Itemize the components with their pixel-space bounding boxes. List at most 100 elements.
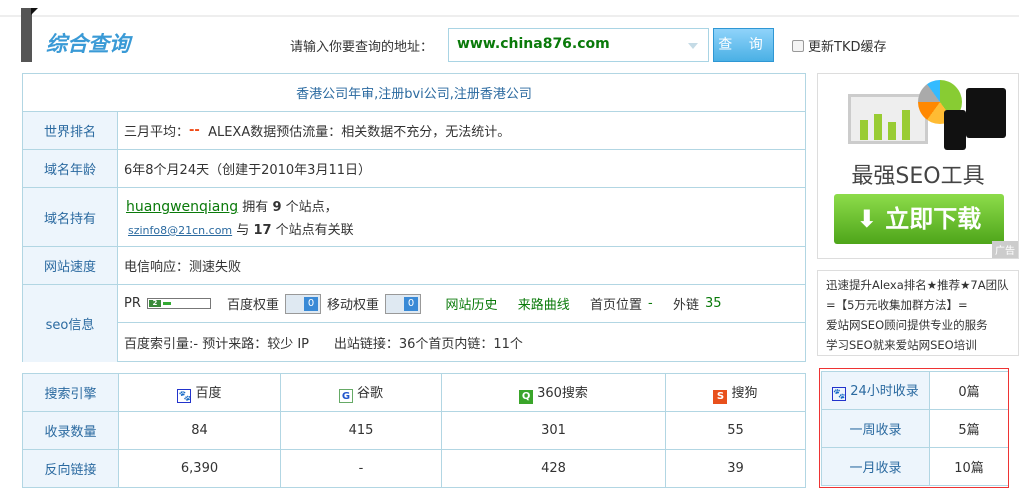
outlinks-label: 外链 <box>673 298 700 313</box>
home-position-label: 首页位置 <box>590 298 643 313</box>
indexed-label: 收录数量 <box>22 411 119 450</box>
indexed-baidu[interactable]: 84 <box>118 411 281 450</box>
label-age: 域名年龄 <box>23 150 118 188</box>
ad-text-link[interactable]: 迅速提升Alexa排名★推荐★7A团队 <box>826 278 1009 292</box>
download-arrow-icon: ⬇ <box>856 205 877 233</box>
index-estimate: 百度索引量:- 预计来路：较少 IP <box>124 336 310 352</box>
tkd-checkbox[interactable] <box>792 39 804 52</box>
ad-text-link[interactable]: =【5万元收集加群方法】= <box>826 298 968 312</box>
mobile-weight-badge[interactable]: 0 <box>385 293 422 314</box>
banner-link[interactable]: 香港公司年审,注册bvi公司,注册香港公司 <box>23 74 805 112</box>
pr-value: 2 <box>148 300 161 307</box>
label-owner: 域名持有 <box>23 188 118 247</box>
baidu-weight-label: 百度权重 <box>227 298 280 313</box>
baidu-paw-icon: 🐾 <box>832 387 847 401</box>
ad-banner[interactable]: 最强SEO工具 ⬇ 立即下载 广告 <box>817 73 1019 259</box>
related-site-count: 17 <box>253 223 272 238</box>
age-value: 6年8个月24天（创建于2010年3月11日） <box>118 150 805 188</box>
devices-illustration <box>848 80 1006 150</box>
owner-name-link[interactable]: huangwenqiang <box>126 199 239 215</box>
pr-bar: 2 <box>146 298 211 309</box>
alexa-estimate: ALEXA数据预估流量：相关数据不充分，无法统计。 <box>208 125 511 140</box>
label-speed: 网站速度 <box>23 247 118 285</box>
owner-value: huangwenqiang 拥有 9 个站点， szinfo8@21cn.com… <box>118 188 805 247</box>
google-g-icon: G <box>338 389 353 403</box>
site-history-link[interactable]: 网站历史 <box>445 298 498 313</box>
indexed-sogou[interactable]: 55 <box>665 411 806 450</box>
tkd-cache-toggle[interactable]: 更新TKD缓存 <box>792 36 886 55</box>
recent-index-table: 🐾 24小时收录 0篇 一周收录 5篇 一月收录 10篇 <box>821 371 1009 486</box>
engine-name: 搜狗 <box>731 385 758 401</box>
outlinks-value[interactable]: 35 <box>705 296 722 311</box>
dropdown-arrow-icon[interactable] <box>688 43 698 49</box>
engine-name: 360搜索 <box>537 385 588 401</box>
sogou-s-icon: S <box>713 389 728 404</box>
backlinks-sogou[interactable]: 39 <box>665 449 806 488</box>
backlinks-label: 反向链接 <box>22 449 119 488</box>
ad-download-button[interactable]: ⬇ 立即下载 <box>834 194 1004 244</box>
rank-value: 三月平均： -- ALEXA数据预估流量：相关数据不充分，无法统计。 <box>118 112 805 150</box>
recent-label-week: 一周收录 <box>821 409 930 448</box>
speed-value: 电信响应：测速失败 <box>118 247 805 285</box>
indexed-360[interactable]: 301 <box>441 411 666 450</box>
table-row: 收录数量 84 415 301 55 <box>22 411 806 450</box>
indexed-google[interactable]: 415 <box>280 411 442 450</box>
url-input[interactable]: www.china876.com <box>448 28 709 62</box>
engine-header: 搜索引擎 <box>22 373 119 412</box>
360-search-icon: Q <box>519 389 534 404</box>
ad-headline: 最强SEO工具 <box>851 164 985 189</box>
url-prompt: 请输入你要查询的地址： <box>290 40 434 55</box>
backlinks-baidu[interactable]: 6,390 <box>118 449 281 488</box>
ad-text-link[interactable]: 学习SEO就来爱站网SEO培训 <box>826 338 977 352</box>
table-row: 反向链接 6,390 - 428 39 <box>22 449 806 488</box>
tkd-label: 更新TKD缓存 <box>808 40 887 55</box>
table-row: 一周收录 5篇 <box>821 409 1009 448</box>
owner-text: 与 <box>236 223 250 238</box>
search-engine-table: 搜索引擎 🐾 百度 G 谷歌 Q 360搜索 S 搜狗 收录数量 84 415 301 … <box>22 373 806 488</box>
label-rank: 世界排名 <box>23 112 118 150</box>
top-divider <box>0 15 1019 17</box>
label-seo: seo信息 <box>23 285 118 362</box>
outbound-links: 出站链接：36个首页内链：11个 <box>333 336 523 352</box>
engine-sogou[interactable]: S 搜狗 <box>665 373 806 412</box>
baidu-paw-icon: 🐾 <box>177 389 192 403</box>
engine-google[interactable]: G 谷歌 <box>280 373 442 412</box>
table-row: 搜索引擎 🐾 百度 G 谷歌 Q 360搜索 S 搜狗 <box>22 373 806 412</box>
mobile-weight-value: 0 <box>404 296 419 311</box>
engine-name: 谷歌 <box>356 386 383 401</box>
mobile-weight-label: 移动权重 <box>327 298 380 313</box>
ad-text-link[interactable]: 爱站网SEO顾问提供专业的服务 <box>826 318 988 332</box>
title-bar-decoration <box>21 8 38 62</box>
recent-label-month: 一月收录 <box>821 447 930 486</box>
pr-label: PR <box>124 296 141 311</box>
page-title: 综合查询 <box>46 32 130 56</box>
owner-text: 拥有 <box>242 200 269 215</box>
seo-metrics: PR 2 百度权重 0 移动权重 0 网站历史 来路曲线 首页位置 - 外链 35 <box>118 285 805 323</box>
recent-label-24h: 🐾 24小时收录 <box>821 371 930 410</box>
rank-prefix: 三月平均： <box>124 125 190 140</box>
recent-value: 10篇 <box>929 447 1009 486</box>
ad-text-links: 迅速提升Alexa排名★推荐★7A团队 =【5万元收集加群方法】= 爱站网SEO… <box>817 270 1019 356</box>
baidu-weight-badge[interactable]: 0 <box>285 293 322 314</box>
ad-tag: 广告 <box>992 241 1018 258</box>
rank-average: -- <box>189 123 200 138</box>
engine-360[interactable]: Q 360搜索 <box>441 373 666 412</box>
traffic-curve-link[interactable]: 来路曲线 <box>517 298 570 313</box>
ad-button-label: 立即下载 <box>885 205 982 233</box>
table-row: 一月收录 10篇 <box>821 447 1009 486</box>
highlight-box <box>819 368 1009 488</box>
query-button[interactable]: 查 询 <box>713 28 774 62</box>
site-info-table: 香港公司年审,注册bvi公司,注册香港公司 世界排名 三月平均： -- ALEXA… <box>22 73 806 362</box>
baidu-weight-value: 0 <box>304 296 319 311</box>
engine-name: 百度 <box>195 386 222 401</box>
url-value: www.china876.com <box>457 36 610 52</box>
home-position-value: - <box>648 296 653 311</box>
owner-text: 个站点， <box>285 200 338 215</box>
backlinks-google: - <box>280 449 442 488</box>
owner-site-count: 9 <box>272 200 282 215</box>
engine-baidu[interactable]: 🐾 百度 <box>118 373 281 412</box>
seo-index-line: 百度索引量:- 预计来路：较少 IP 出站链接：36个首页内链：11个 <box>118 323 805 361</box>
owner-text: 个站点有关联 <box>275 223 354 238</box>
owner-email-link[interactable]: szinfo8@21cn.com <box>128 224 233 237</box>
backlinks-360[interactable]: 428 <box>441 449 666 488</box>
